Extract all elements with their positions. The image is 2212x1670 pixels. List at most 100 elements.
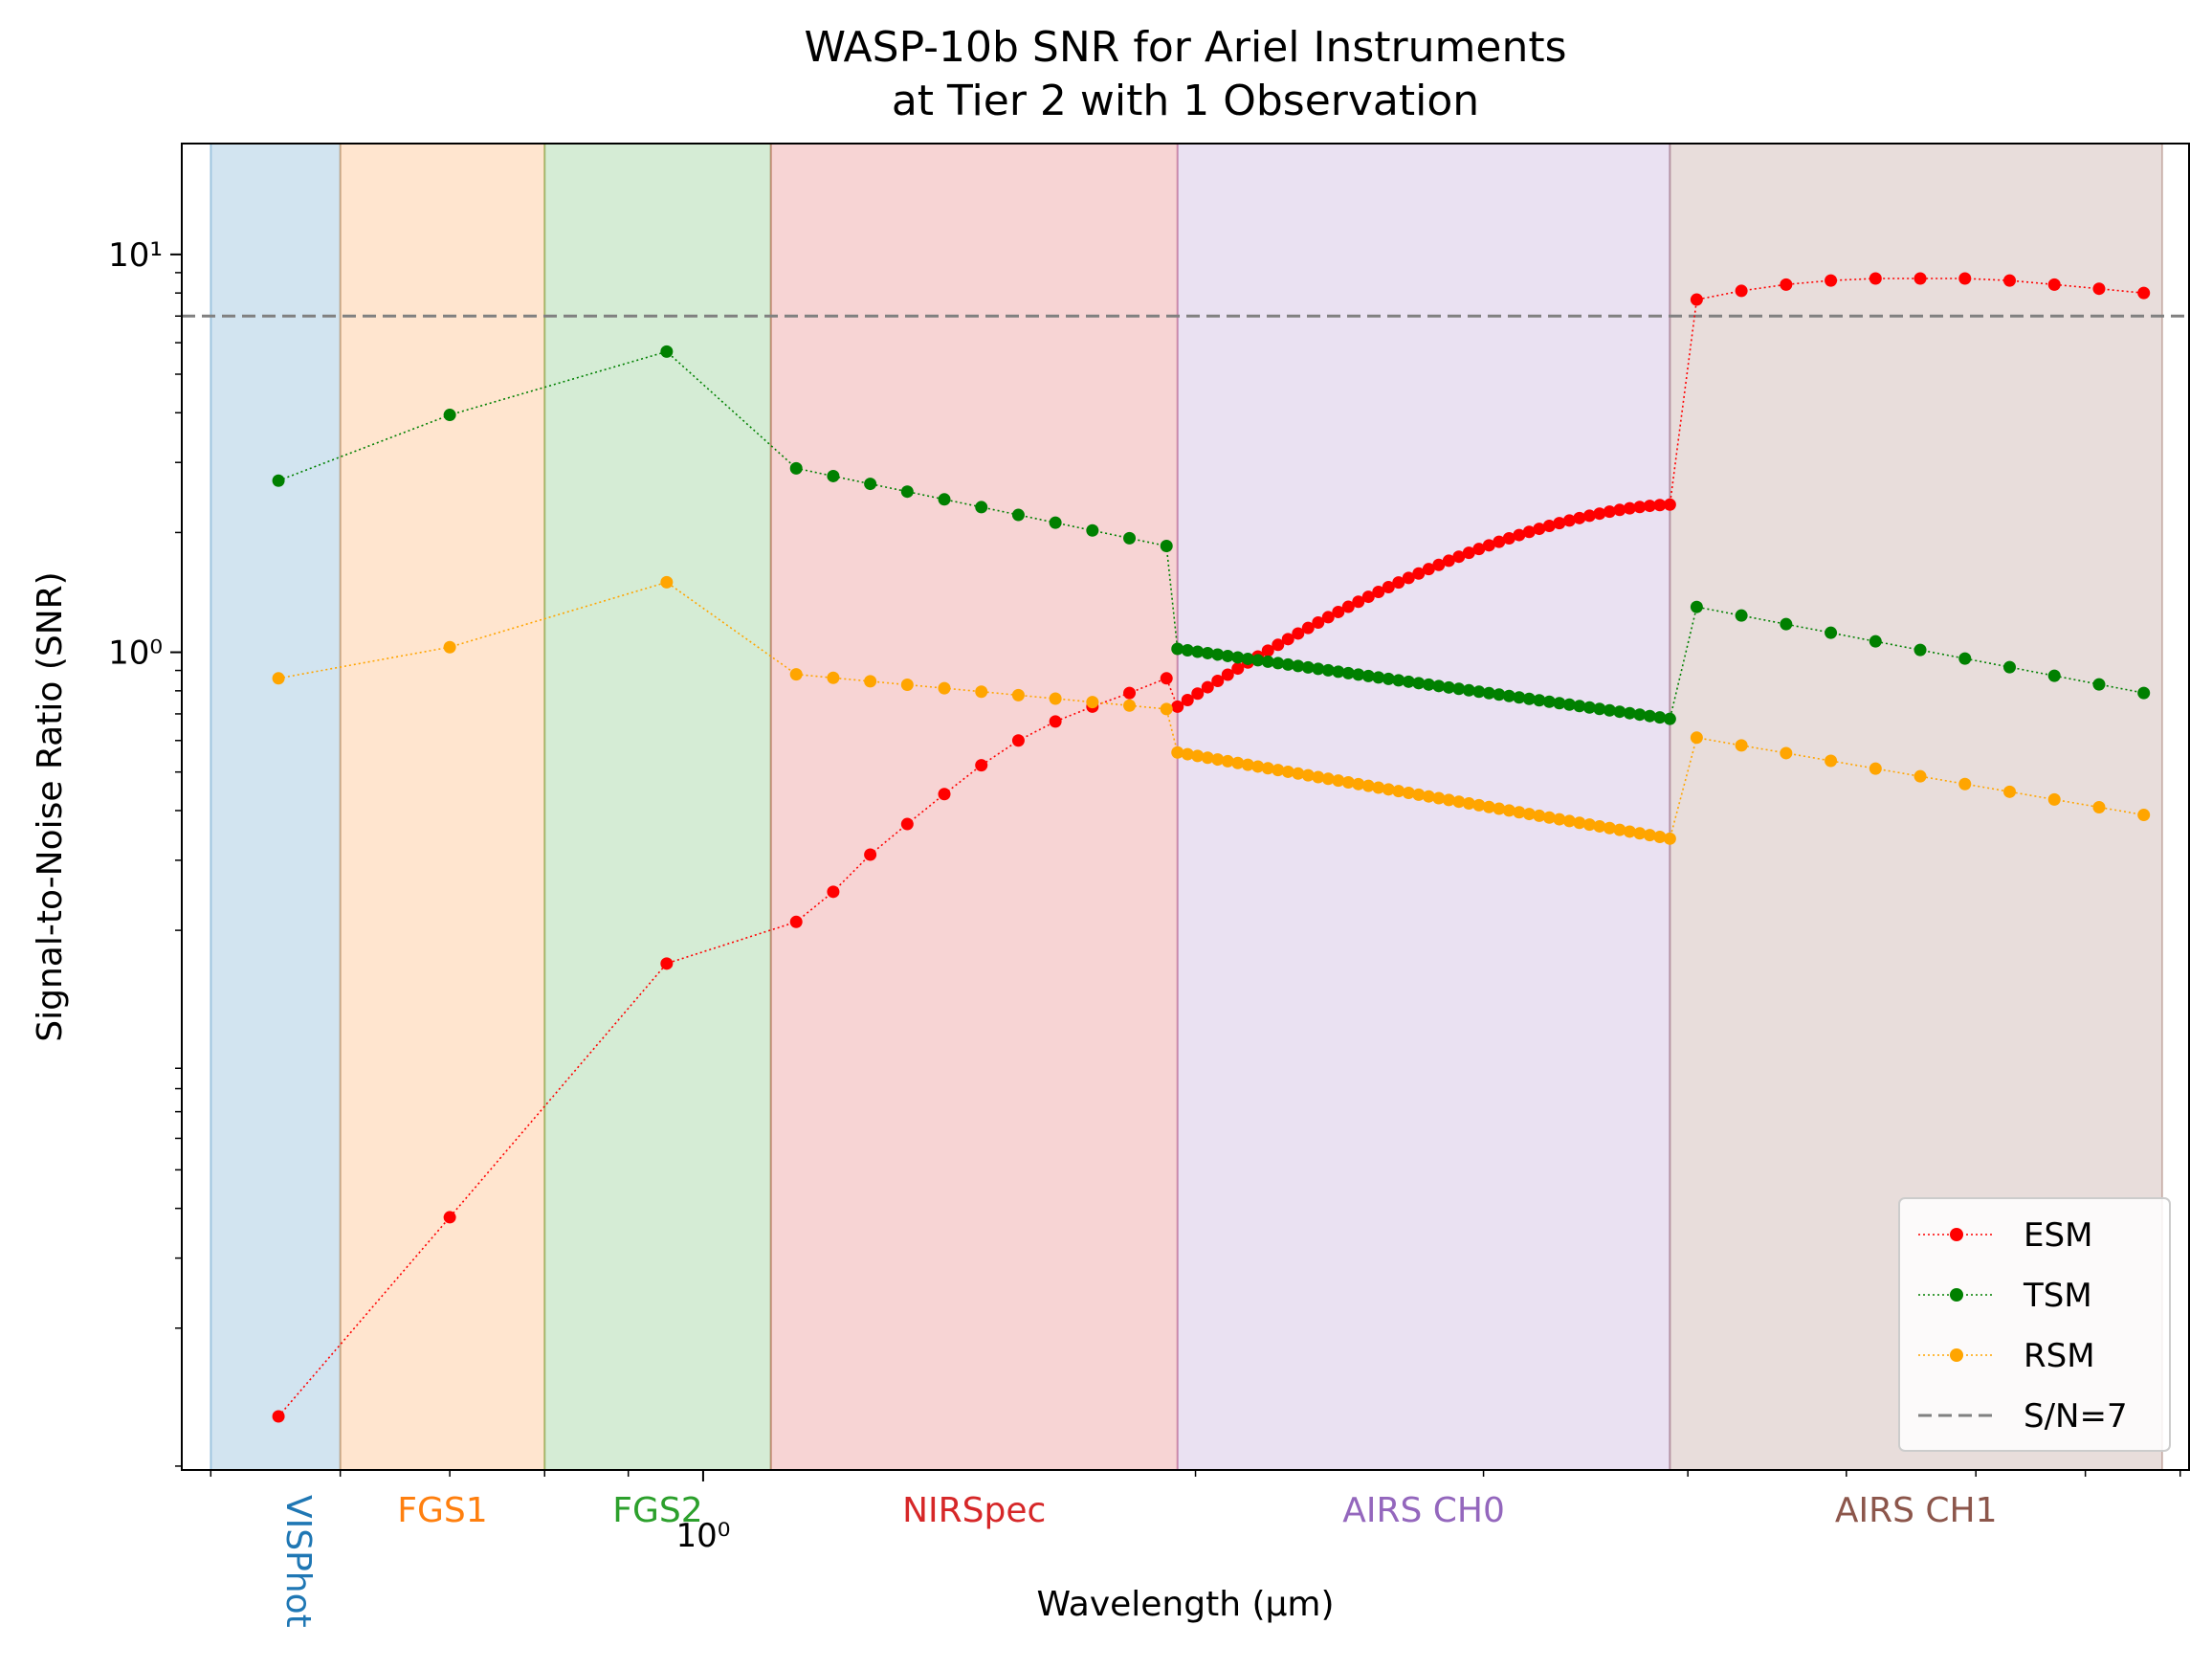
point-esm-47 bbox=[1502, 532, 1515, 546]
point-esm-64 bbox=[1690, 293, 1703, 306]
point-rsm-43 bbox=[1462, 797, 1475, 811]
point-tsm-16 bbox=[1191, 645, 1205, 658]
point-rsm-68 bbox=[1869, 762, 1882, 775]
point-rsm-38 bbox=[1412, 788, 1426, 801]
point-rsm-17 bbox=[1201, 751, 1214, 765]
point-tsm-8 bbox=[975, 501, 988, 514]
point-esm-38 bbox=[1412, 567, 1426, 580]
point-tsm-35 bbox=[1382, 672, 1395, 685]
point-tsm-27 bbox=[1301, 660, 1315, 674]
point-esm-25 bbox=[1281, 633, 1294, 646]
point-tsm-9 bbox=[1011, 508, 1025, 522]
point-rsm-8 bbox=[975, 685, 988, 699]
instrument-bands bbox=[210, 144, 2163, 1470]
band-label-2: FGS2 bbox=[612, 1491, 702, 1530]
point-rsm-6 bbox=[900, 679, 914, 692]
point-tsm-19 bbox=[1221, 649, 1234, 662]
point-tsm-72 bbox=[2047, 669, 2061, 682]
point-rsm-29 bbox=[1321, 772, 1335, 786]
point-tsm-67 bbox=[1825, 626, 1838, 639]
legend-marker-2 bbox=[1950, 1348, 1963, 1362]
instrument-band-labels: VISPhot FGS1 FGS2 NIRSpec AIRS CH0 AIRS CH1 bbox=[278, 1491, 1998, 1628]
point-tsm-66 bbox=[1780, 617, 1793, 631]
point-esm-27 bbox=[1301, 621, 1315, 635]
point-esm-45 bbox=[1482, 539, 1495, 552]
point-tsm-24 bbox=[1272, 657, 1285, 670]
point-rsm-74 bbox=[2137, 809, 2151, 822]
axes: 10⁰ 10¹ 10⁰ bbox=[108, 236, 2181, 1555]
band-label-0: VISPhot bbox=[278, 1495, 318, 1628]
point-esm-7 bbox=[938, 788, 951, 801]
point-tsm-60 bbox=[1633, 708, 1647, 722]
legend-marker-0 bbox=[1950, 1228, 1963, 1241]
point-esm-55 bbox=[1582, 509, 1596, 523]
point-esm-52 bbox=[1553, 517, 1566, 530]
point-rsm-35 bbox=[1382, 783, 1395, 796]
point-tsm-57 bbox=[1603, 703, 1616, 717]
point-esm-50 bbox=[1533, 523, 1546, 536]
band-2 bbox=[544, 144, 771, 1470]
point-esm-51 bbox=[1542, 520, 1556, 533]
point-esm-24 bbox=[1272, 638, 1285, 652]
plot-frame bbox=[181, 143, 2190, 1471]
point-rsm-20 bbox=[1231, 756, 1245, 769]
point-esm-36 bbox=[1392, 576, 1405, 590]
point-tsm-32 bbox=[1352, 668, 1365, 681]
point-esm-43 bbox=[1462, 546, 1475, 560]
point-esm-54 bbox=[1573, 511, 1586, 524]
point-rsm-72 bbox=[2047, 792, 2061, 806]
point-tsm-42 bbox=[1452, 682, 1466, 696]
point-rsm-0 bbox=[272, 672, 285, 685]
point-tsm-49 bbox=[1522, 692, 1536, 705]
point-rsm-41 bbox=[1442, 793, 1455, 807]
point-tsm-48 bbox=[1513, 691, 1526, 704]
point-tsm-3 bbox=[789, 461, 803, 475]
point-tsm-63 bbox=[1663, 712, 1676, 725]
band-0 bbox=[210, 144, 341, 1470]
point-esm-9 bbox=[1011, 734, 1025, 747]
point-esm-13 bbox=[1160, 672, 1173, 685]
point-rsm-32 bbox=[1352, 777, 1365, 790]
point-rsm-2 bbox=[660, 575, 674, 589]
point-esm-16 bbox=[1191, 687, 1205, 701]
point-rsm-63 bbox=[1663, 832, 1676, 845]
point-tsm-40 bbox=[1432, 679, 1446, 693]
point-rsm-40 bbox=[1432, 791, 1446, 805]
point-tsm-59 bbox=[1623, 706, 1636, 720]
point-tsm-69 bbox=[1913, 643, 1927, 657]
point-tsm-18 bbox=[1211, 648, 1225, 661]
point-tsm-56 bbox=[1593, 702, 1606, 716]
point-rsm-57 bbox=[1603, 821, 1616, 835]
point-esm-62 bbox=[1653, 499, 1667, 512]
legend-label-1: TSM bbox=[2023, 1277, 2092, 1315]
point-rsm-47 bbox=[1502, 804, 1515, 817]
point-tsm-20 bbox=[1231, 651, 1245, 664]
band-label-4: AIRS CH0 bbox=[1342, 1491, 1505, 1530]
legend-label-3: S/N=7 bbox=[2024, 1397, 2128, 1436]
point-esm-4 bbox=[827, 885, 840, 899]
point-rsm-9 bbox=[1011, 688, 1025, 701]
point-tsm-39 bbox=[1422, 678, 1435, 691]
point-tsm-53 bbox=[1562, 698, 1576, 711]
point-tsm-36 bbox=[1392, 674, 1405, 687]
point-rsm-13 bbox=[1160, 702, 1173, 716]
point-esm-5 bbox=[864, 848, 877, 861]
point-tsm-29 bbox=[1321, 663, 1335, 677]
point-esm-8 bbox=[975, 759, 988, 772]
point-esm-1 bbox=[443, 1211, 456, 1224]
data-series bbox=[272, 272, 2151, 1423]
point-tsm-26 bbox=[1292, 659, 1305, 673]
point-esm-12 bbox=[1123, 686, 1137, 700]
point-esm-63 bbox=[1663, 498, 1676, 511]
legend-label-0: ESM bbox=[2024, 1216, 2092, 1255]
point-esm-74 bbox=[2137, 286, 2151, 300]
point-esm-17 bbox=[1201, 680, 1214, 694]
point-tsm-21 bbox=[1241, 652, 1254, 665]
point-esm-35 bbox=[1382, 581, 1395, 594]
point-rsm-5 bbox=[864, 675, 877, 688]
point-tsm-68 bbox=[1869, 635, 1882, 648]
point-rsm-34 bbox=[1372, 781, 1385, 794]
point-tsm-47 bbox=[1502, 689, 1515, 702]
y-axis-label: Signal-to-Noise Ratio (SNR) bbox=[31, 571, 70, 1041]
point-rsm-14 bbox=[1171, 746, 1184, 759]
